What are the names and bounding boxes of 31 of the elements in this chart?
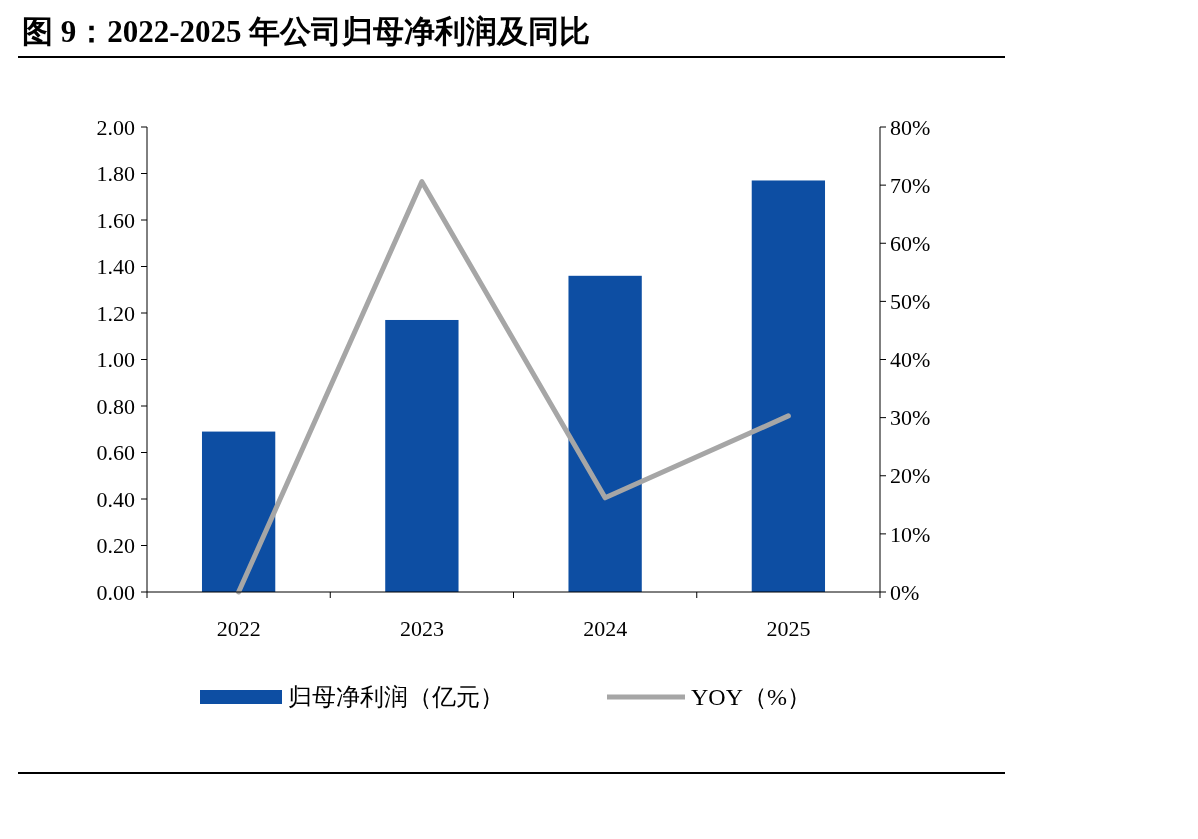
y-tick-label: 1.20 (96, 300, 135, 326)
y-tick-label: 0.40 (96, 486, 135, 512)
y2-tick-label: 30% (890, 405, 931, 431)
y2-tick-label: 10% (890, 521, 931, 547)
y-tick-label: 0.20 (96, 533, 135, 559)
y2-tick-label: 40% (890, 347, 931, 373)
y-tick-label: 1.60 (96, 207, 135, 233)
x-tick-label: 2024 (583, 616, 628, 641)
bar (751, 180, 826, 592)
legend-label: YOY（%） (691, 684, 811, 711)
y2-tick-label: 60% (890, 230, 931, 256)
y-tick-label: 1.80 (96, 161, 135, 187)
y-tick-label: 1.40 (96, 254, 135, 280)
x-tick-label: 2023 (399, 616, 444, 641)
x-tick-label: 2025 (766, 616, 811, 641)
y2-tick-label: 80% (890, 114, 931, 140)
x-tick-label: 2022 (216, 616, 261, 641)
y2-tick-label: 70% (890, 172, 931, 198)
bar (568, 275, 642, 592)
chart-title: 图 9：2022-2025 年公司归母净利润及同比 (22, 14, 591, 49)
legend-label: 归母净利润（亿元） (288, 684, 504, 711)
y-tick-label: 0.80 (96, 393, 135, 419)
y2-tick-label: 20% (890, 463, 931, 489)
y-tick-label: 1.00 (96, 347, 135, 373)
y-tick-label: 0.60 (96, 440, 135, 466)
y-tick-label: 2.00 (96, 114, 135, 140)
bar (201, 431, 276, 592)
y-tick-label: 0.00 (96, 579, 135, 605)
bar (385, 319, 459, 592)
y2-tick-label: 50% (890, 289, 931, 315)
y2-tick-label: 0% (890, 579, 920, 605)
